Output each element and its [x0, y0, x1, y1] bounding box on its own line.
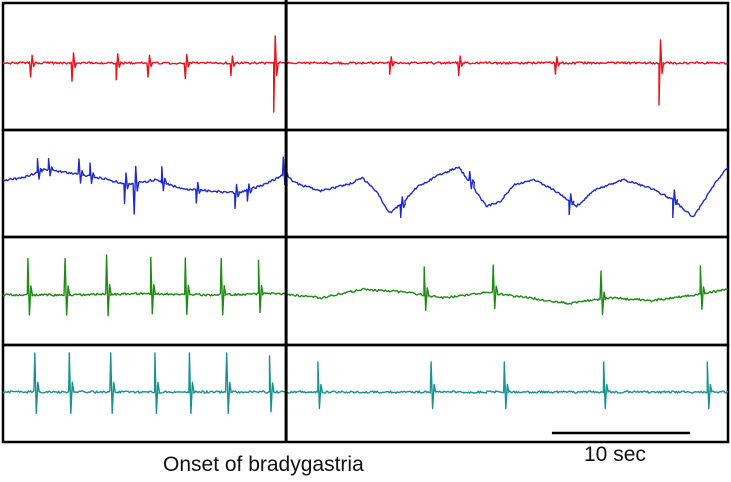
trace-panels — [1, 1, 730, 444]
onset-marker-label: Onset of bradygastria — [163, 453, 364, 476]
trace-panel-3-frame — [1, 235, 730, 347]
trace-panel-4-frame — [1, 343, 730, 444]
trace-1-line — [2, 35, 728, 113]
trace-4-line — [2, 352, 729, 415]
scale-bar-label: 10 sec — [584, 443, 646, 466]
trace-panel-1-frame — [1, 1, 730, 132]
trace-2-line — [2, 156, 729, 219]
trace-3-line — [2, 254, 728, 317]
trace-panel-2-frame — [1, 128, 730, 239]
